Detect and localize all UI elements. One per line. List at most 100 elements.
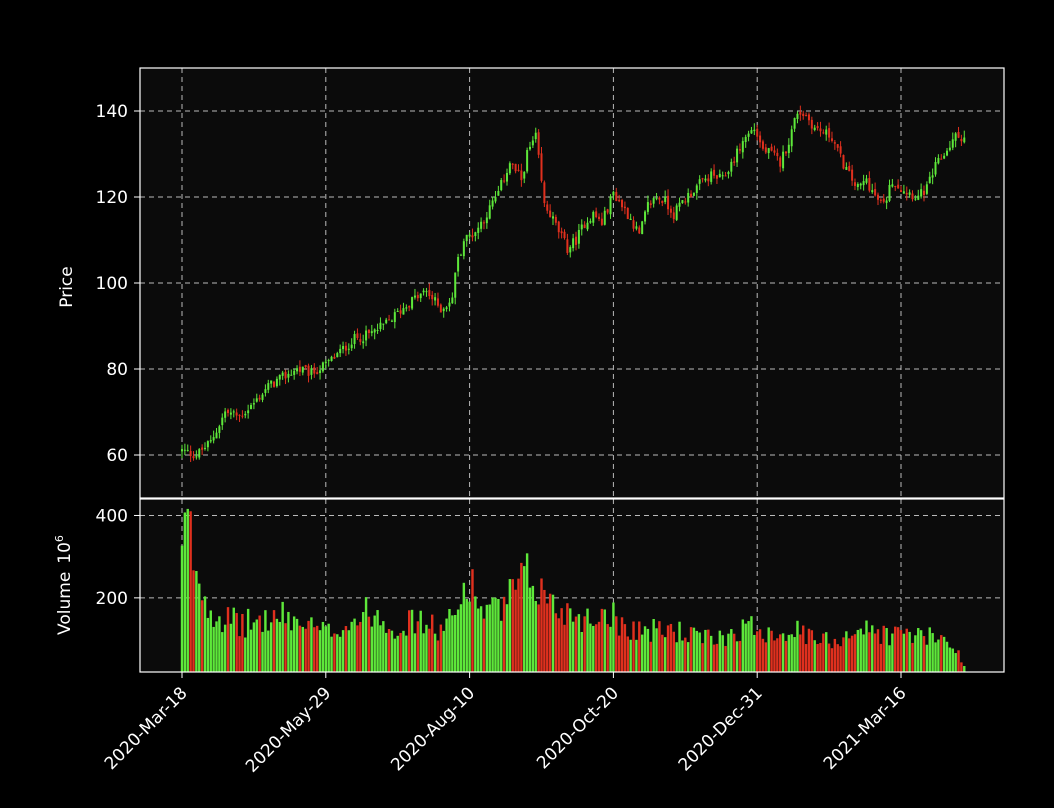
volume-bar xyxy=(882,625,885,672)
volume-bar xyxy=(859,628,862,672)
volume-bar xyxy=(638,621,641,672)
candle-body xyxy=(750,130,753,134)
price-tick-label: 80 xyxy=(106,360,128,380)
candle-body xyxy=(232,411,235,413)
volume-bar xyxy=(770,630,773,672)
volume-bar xyxy=(822,633,825,672)
volume-bar xyxy=(508,579,512,672)
volume-bar xyxy=(925,644,929,672)
candle-body xyxy=(724,175,727,177)
candle-body xyxy=(885,200,888,203)
volume-bar xyxy=(324,626,328,672)
volume-bar xyxy=(626,636,629,672)
volume-bar xyxy=(479,606,483,672)
volume-bar xyxy=(658,621,661,672)
candle-body xyxy=(595,211,598,218)
candle-body xyxy=(520,170,523,181)
candle-body xyxy=(327,360,330,362)
candle-body xyxy=(436,298,439,306)
candle-body xyxy=(281,372,284,376)
volume-bar xyxy=(715,643,719,672)
candle-body xyxy=(206,441,209,448)
volume-bar xyxy=(755,631,759,672)
candle-body xyxy=(951,139,954,148)
volume-bar xyxy=(292,616,296,672)
volume-bar xyxy=(695,630,699,672)
volume-bar xyxy=(353,618,356,672)
volume-bar xyxy=(571,621,575,672)
candle-body xyxy=(474,232,477,237)
volume-bar xyxy=(511,579,514,672)
volume-bar xyxy=(911,642,914,672)
candle-body xyxy=(704,178,707,181)
volume-bar xyxy=(871,625,874,672)
volume-bar xyxy=(850,635,854,672)
volume-bar xyxy=(663,637,667,672)
volume-bar xyxy=(514,589,517,672)
candle-body xyxy=(770,146,773,151)
volume-bar xyxy=(750,616,753,672)
candle-body xyxy=(842,155,845,169)
candle-body xyxy=(382,323,385,325)
candle-body xyxy=(836,144,839,148)
candle-body xyxy=(373,329,376,333)
volume-bar xyxy=(537,604,540,672)
volume-bar xyxy=(298,625,302,672)
volume-bar xyxy=(686,642,690,672)
candle-body xyxy=(934,161,937,175)
candle-body xyxy=(569,247,572,253)
volume-axis-label-exp: 6 xyxy=(53,535,66,542)
candle-body xyxy=(862,181,865,186)
candle-body xyxy=(946,150,949,156)
candle-body xyxy=(304,365,307,368)
candle-body xyxy=(365,330,368,341)
candle-body xyxy=(586,222,589,230)
volume-bar xyxy=(761,638,765,672)
candle-body xyxy=(494,196,497,202)
volume-bar xyxy=(491,597,494,672)
volume-bar xyxy=(738,640,742,672)
candle-body xyxy=(575,236,578,245)
volume-bar xyxy=(681,640,684,672)
candle-body xyxy=(879,199,882,201)
volume-bar xyxy=(802,625,805,672)
volume-bar xyxy=(620,617,624,672)
volume-bar xyxy=(606,624,609,672)
candle-body xyxy=(396,310,399,312)
candle-body xyxy=(572,238,575,249)
candle-body xyxy=(537,132,540,155)
candle-body xyxy=(894,185,897,187)
volume-bar xyxy=(451,615,454,672)
candle-body xyxy=(296,368,299,372)
volume-bar xyxy=(436,640,440,672)
candle-body xyxy=(615,191,618,202)
volume-bar xyxy=(416,621,420,672)
candle-body xyxy=(761,141,764,149)
candle-body xyxy=(235,412,238,416)
volume-bar xyxy=(338,636,342,672)
candle-body xyxy=(195,456,198,458)
volume-bar xyxy=(255,619,258,672)
volume-bar xyxy=(790,634,793,672)
candle-body xyxy=(497,190,500,196)
volume-bar xyxy=(462,582,466,672)
volume-bar xyxy=(500,620,503,672)
volume-bar xyxy=(560,608,563,672)
candle-body xyxy=(399,310,402,314)
candle-body xyxy=(960,139,963,142)
volume-bar xyxy=(393,638,397,672)
candle-body xyxy=(681,200,684,204)
volume-bar xyxy=(845,631,848,672)
candle-body xyxy=(908,192,911,195)
volume-bar xyxy=(209,610,212,672)
candle-body xyxy=(359,339,362,342)
volume-bar xyxy=(290,630,293,672)
candle-body xyxy=(793,118,796,129)
volume-bar xyxy=(767,627,770,672)
volume-bar xyxy=(957,650,960,672)
candle-body xyxy=(284,371,287,379)
candle-body xyxy=(310,368,313,375)
volume-bar xyxy=(471,569,474,672)
volume-bar xyxy=(232,607,235,672)
volume-bar xyxy=(652,618,655,672)
